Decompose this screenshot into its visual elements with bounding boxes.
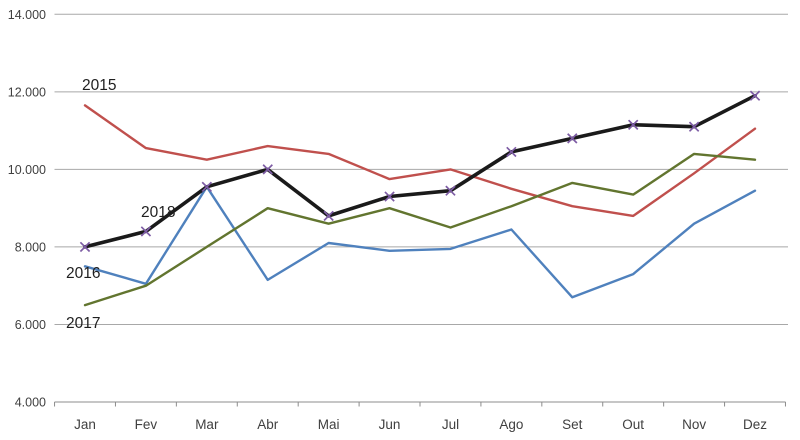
- series-2016-label: 2016: [66, 265, 100, 282]
- marker-stroke: [262, 164, 273, 175]
- series-2015-label: 2015: [82, 77, 116, 94]
- y-axis-tick-label: 12.000: [8, 85, 46, 99]
- series-2018-marker-x-icon: [384, 191, 395, 202]
- marker-stroke: [445, 185, 456, 196]
- x-axis-month-label: Jan: [74, 417, 96, 432]
- y-axis-tick-label: 10.000: [8, 163, 46, 177]
- x-axis-month-label: Out: [622, 417, 644, 432]
- marker-stroke: [201, 181, 213, 193]
- series-2018-marker-x-icon: [79, 241, 91, 253]
- series-2018-marker-x-icon: [201, 181, 213, 193]
- x-axis-month-label: Abr: [257, 417, 279, 432]
- x-axis-month-label: Jun: [379, 417, 401, 432]
- marker-stroke: [749, 90, 761, 101]
- series-2018-marker-x-icon: [688, 121, 700, 132]
- series-2018-line: [83, 93, 757, 249]
- series-2015-line: [83, 104, 757, 218]
- x-axis-month-label: Dez: [743, 417, 767, 432]
- x-axis-month-label: Nov: [682, 417, 706, 432]
- series-2018-marker-x-icon: [323, 210, 334, 222]
- marker-stroke: [506, 146, 517, 158]
- x-axis-month-label: Mai: [318, 417, 340, 432]
- marker-stroke: [567, 133, 578, 144]
- y-axis-tick-label: 4.000: [15, 396, 46, 410]
- series-2018-marker-x-icon: [262, 164, 273, 175]
- series-2016-line: [83, 185, 757, 299]
- x-axis-month-label: Jul: [442, 417, 459, 432]
- y-axis-tick-label: 8.000: [15, 240, 46, 254]
- marker-stroke: [79, 241, 91, 253]
- series-2017-label: 2017: [66, 315, 100, 332]
- series-2018-marker-x-icon: [749, 90, 761, 101]
- x-axis-month-label: Ago: [499, 417, 523, 432]
- marker-stroke: [627, 119, 639, 130]
- marker-stroke: [688, 121, 700, 132]
- marker-stroke: [384, 191, 395, 202]
- x-axis-month-label: Fev: [135, 417, 158, 432]
- x-axis-month-label: Mar: [195, 417, 219, 432]
- series-2017-line: [83, 152, 757, 307]
- series-2018-marker-x-icon: [445, 185, 456, 196]
- y-axis-tick-label: 6.000: [15, 318, 46, 332]
- x-axis-month-label: Set: [562, 417, 583, 432]
- series-2018-marker-x-icon: [140, 226, 152, 237]
- series-2018-marker-x-icon: [567, 133, 578, 144]
- marker-stroke: [140, 226, 152, 237]
- marker-stroke: [323, 210, 334, 222]
- series-2018-marker-x-icon: [506, 146, 517, 158]
- y-axis-tick-label: 14.000: [8, 8, 46, 22]
- series-2018-marker-x-icon: [627, 119, 639, 130]
- series-2018-label: 2018: [141, 204, 175, 221]
